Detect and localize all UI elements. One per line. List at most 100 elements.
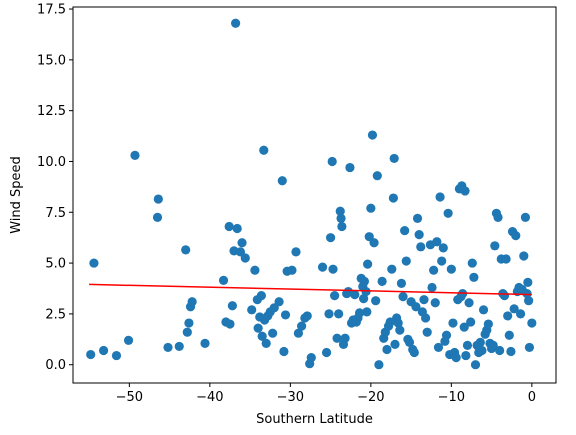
data-point [232, 223, 242, 234]
data-point [123, 335, 134, 345]
data-point [200, 338, 210, 348]
data-point [359, 294, 369, 304]
data-point [224, 221, 234, 232]
data-point [389, 153, 399, 164]
data-point [478, 305, 489, 315]
data-point [334, 309, 344, 319]
data-point [390, 339, 400, 349]
data-point [396, 278, 407, 289]
data-point [446, 264, 456, 274]
regression-layer [89, 283, 532, 296]
y-tick-label: 15.0 [37, 53, 66, 68]
data-point [250, 265, 260, 275]
data-point [411, 302, 421, 312]
data-point [247, 305, 257, 315]
data-point [524, 296, 534, 306]
data-point [511, 231, 521, 241]
data-point [240, 253, 250, 263]
data-point [130, 150, 140, 160]
data-point [98, 345, 109, 356]
data-point [469, 272, 479, 282]
data-point [328, 264, 338, 274]
data-point [393, 318, 403, 328]
data-point [182, 327, 192, 337]
x-axis-label: Southern Latitude [256, 412, 373, 427]
data-point [253, 323, 263, 333]
data-point [231, 18, 241, 28]
data-point [153, 194, 163, 204]
data-point [420, 313, 431, 323]
data-point [441, 330, 452, 340]
data-point [438, 243, 448, 253]
data-point [363, 259, 373, 269]
data-point [429, 265, 439, 275]
y-tick-label: 12.5 [37, 104, 66, 119]
data-point [488, 340, 498, 350]
x-axis-ticks: −50 −40 −30 −20 −10 0 [116, 383, 536, 405]
data-point [382, 344, 392, 355]
y-axis-label: Wind Speed [9, 156, 24, 234]
data-point [187, 297, 197, 307]
data-point [460, 186, 470, 196]
data-point [527, 318, 537, 328]
data-point [475, 337, 485, 347]
data-point [335, 206, 345, 216]
data-point [257, 331, 267, 341]
data-point [490, 241, 500, 251]
data-point [367, 130, 378, 140]
data-point [366, 203, 376, 213]
data-point [225, 319, 235, 329]
data-point [515, 309, 526, 319]
data-point [89, 258, 99, 268]
data-point [268, 328, 278, 338]
data-point [409, 347, 419, 358]
data-point [350, 289, 360, 300]
data-point [181, 245, 191, 255]
data-point [280, 310, 291, 320]
data-point [111, 350, 122, 361]
data-point [506, 346, 516, 357]
data-point [509, 304, 519, 314]
data-point [400, 225, 410, 236]
data-point [259, 145, 269, 155]
data-point [174, 341, 184, 352]
data-point [361, 286, 371, 297]
data-point [218, 275, 229, 285]
data-point [184, 318, 194, 328]
data-point [261, 338, 271, 348]
x-tick-label: −40 [196, 390, 223, 405]
data-point [398, 292, 408, 302]
data-point [412, 213, 423, 223]
data-point [345, 162, 355, 173]
data-point [503, 311, 513, 321]
data-point [464, 298, 474, 308]
data-point [377, 276, 387, 286]
data-point [163, 342, 173, 353]
data-point [416, 242, 426, 252]
data-point [387, 264, 397, 274]
data-point [395, 325, 405, 335]
data-point [388, 193, 398, 203]
data-point [336, 213, 346, 223]
data-point [451, 352, 461, 363]
y-tick-label: 5.0 [45, 257, 66, 272]
y-axis-ticks: 0.0 2.5 5.0 7.5 10.0 12.5 15.0 17.5 [37, 3, 73, 373]
data-point [401, 256, 411, 266]
data-point [324, 309, 334, 319]
data-point [293, 328, 303, 338]
data-point [437, 256, 447, 266]
data-point [427, 282, 437, 293]
data-point [227, 301, 237, 311]
x-tick-label: −30 [277, 390, 304, 405]
data-point [277, 176, 287, 186]
data-point [477, 345, 487, 356]
data-point [404, 337, 415, 347]
data-point [369, 238, 379, 248]
plot-frame [72, 6, 557, 384]
data-point [470, 360, 481, 370]
data-point [520, 212, 531, 222]
data-point [504, 330, 514, 340]
x-tick-label: 0 [528, 390, 536, 405]
x-tick-label: −20 [357, 390, 384, 405]
